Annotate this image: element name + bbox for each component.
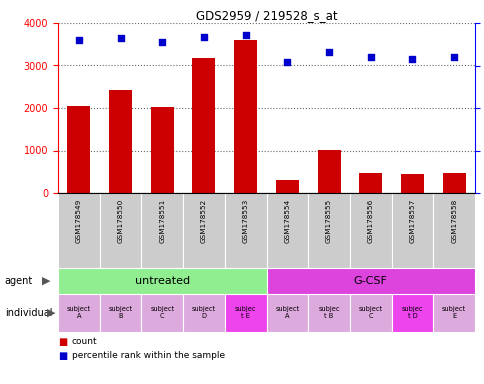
Bar — [151, 107, 173, 193]
Bar — [442, 173, 465, 193]
Text: subject
C: subject C — [150, 306, 174, 319]
Bar — [307, 193, 349, 268]
Bar — [349, 294, 391, 332]
Point — [75, 37, 83, 43]
Bar — [266, 268, 474, 294]
Text: agent: agent — [5, 276, 33, 286]
Text: subject
A: subject A — [275, 306, 299, 319]
Bar — [141, 294, 183, 332]
Text: subject
B: subject B — [108, 306, 132, 319]
Text: ■: ■ — [58, 337, 67, 347]
Text: GSM178552: GSM178552 — [200, 199, 207, 243]
Point — [158, 39, 166, 45]
Bar — [183, 193, 225, 268]
Text: subject
A: subject A — [67, 306, 91, 319]
Text: individual: individual — [5, 308, 52, 318]
Text: untreated: untreated — [135, 276, 189, 286]
Bar — [400, 174, 423, 193]
Point — [283, 59, 290, 65]
Point — [449, 54, 457, 60]
Text: GSM178557: GSM178557 — [408, 199, 415, 243]
Bar — [391, 193, 432, 268]
Bar — [266, 193, 307, 268]
Text: subjec
t D: subjec t D — [401, 306, 423, 319]
Text: GSM178549: GSM178549 — [76, 199, 82, 243]
Text: subject
C: subject C — [358, 306, 382, 319]
Bar — [58, 193, 100, 268]
Point — [408, 56, 415, 62]
Bar — [432, 294, 474, 332]
Bar — [307, 294, 349, 332]
Bar — [141, 193, 183, 268]
Text: subjec
t E: subjec t E — [234, 306, 256, 319]
Bar — [234, 40, 257, 193]
Text: ■: ■ — [58, 351, 67, 361]
Bar — [192, 58, 215, 193]
Bar — [432, 193, 474, 268]
Text: GSM178556: GSM178556 — [367, 199, 373, 243]
Bar — [266, 294, 307, 332]
Bar — [317, 150, 340, 193]
Text: count: count — [72, 338, 97, 346]
Bar — [275, 180, 298, 193]
Text: GSM178550: GSM178550 — [117, 199, 123, 243]
Text: ▶: ▶ — [46, 308, 55, 318]
Bar — [100, 193, 141, 268]
Bar — [391, 294, 432, 332]
Title: GDS2959 / 219528_s_at: GDS2959 / 219528_s_at — [195, 9, 336, 22]
Text: percentile rank within the sample: percentile rank within the sample — [72, 351, 225, 361]
Text: GSM178554: GSM178554 — [284, 199, 290, 243]
Text: subject
E: subject E — [441, 306, 465, 319]
Bar — [225, 193, 266, 268]
Point — [241, 32, 249, 38]
Text: GSM178558: GSM178558 — [450, 199, 456, 243]
Point — [366, 54, 374, 60]
Bar — [183, 294, 225, 332]
Point — [117, 35, 124, 41]
Bar — [349, 193, 391, 268]
Point — [200, 33, 208, 40]
Point — [324, 49, 332, 55]
Text: GSM178551: GSM178551 — [159, 199, 165, 243]
Bar — [67, 106, 90, 193]
Bar — [58, 268, 266, 294]
Text: subjec
t B: subjec t B — [318, 306, 339, 319]
Bar — [100, 294, 141, 332]
Bar — [225, 294, 266, 332]
Text: subject
D: subject D — [192, 306, 215, 319]
Bar — [359, 173, 381, 193]
Text: G-CSF: G-CSF — [353, 276, 387, 286]
Text: GSM178555: GSM178555 — [325, 199, 332, 243]
Bar — [109, 90, 132, 193]
Text: ▶: ▶ — [42, 276, 50, 286]
Bar — [58, 294, 100, 332]
Text: GSM178553: GSM178553 — [242, 199, 248, 243]
